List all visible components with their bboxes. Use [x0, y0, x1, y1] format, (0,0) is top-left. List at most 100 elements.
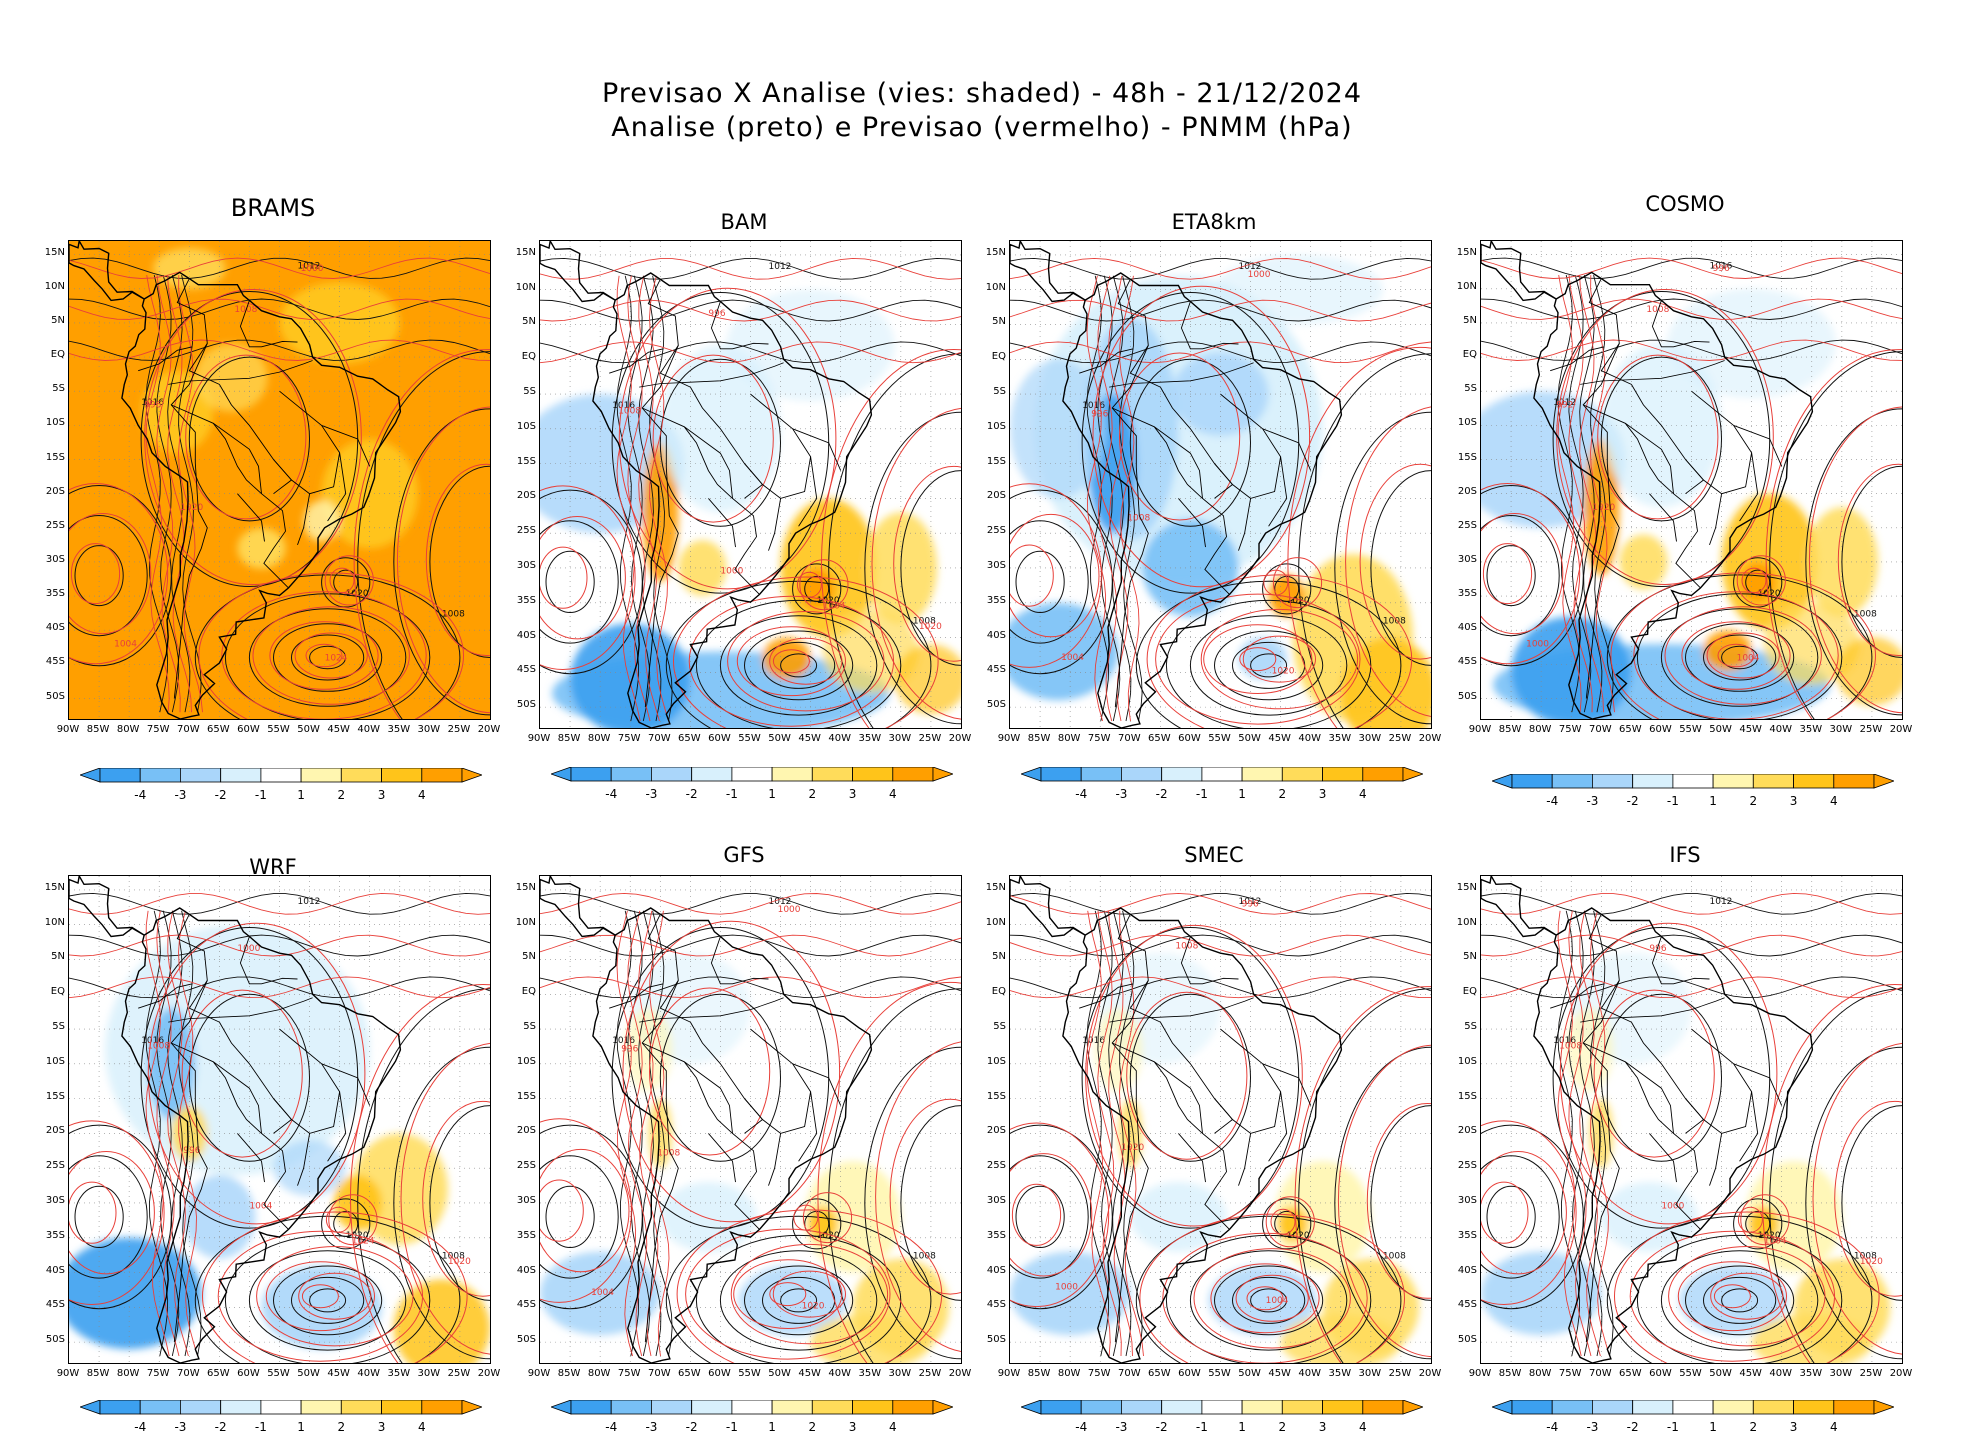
colorbar-label: 1	[1709, 1420, 1717, 1434]
isobar-contour	[1600, 993, 1722, 1162]
isobar-contour	[545, 1185, 595, 1248]
latitude-label: 25S	[1457, 1160, 1477, 1172]
country-border	[798, 1091, 818, 1162]
river	[1109, 997, 1254, 1023]
isobar-contour	[652, 354, 774, 523]
latitude-label: 35S	[516, 594, 536, 606]
country-border	[1238, 1133, 1252, 1186]
longitude-label: 90W	[1468, 1368, 1492, 1379]
coastline	[121, 271, 402, 719]
isobar-contour	[1745, 1210, 1771, 1237]
country-border	[1079, 983, 1134, 1009]
isobar-contour	[1677, 1261, 1787, 1332]
latitude-label: 15S	[516, 1090, 536, 1102]
country-border	[1624, 1061, 1674, 1134]
latitude-label: 5S	[52, 383, 65, 395]
latitude-label: 30S	[516, 1194, 536, 1206]
latitude-label: 15S	[1457, 451, 1477, 463]
longitude-label: 30W	[417, 1368, 441, 1379]
bias-shading	[237, 527, 286, 569]
isobar-label: 996	[1713, 264, 1730, 274]
isobar-contour	[1010, 1153, 1093, 1277]
isobar-contour	[1239, 647, 1277, 672]
isobar-contour	[772, 649, 810, 674]
longitude-label: 65W	[207, 1368, 230, 1379]
isobar-contour	[321, 1198, 371, 1250]
isobar-line	[627, 275, 651, 722]
isobar-label: 1020	[1121, 1143, 1144, 1153]
country-border	[1649, 493, 1677, 542]
latitude-label: 50S	[1457, 690, 1477, 702]
isobar-label: 1008	[1383, 617, 1406, 627]
colorbar-label: -2	[214, 1420, 227, 1434]
isobar-label: 1012	[298, 261, 321, 271]
isobar-contour	[1203, 624, 1313, 695]
country-border	[690, 1021, 812, 1134]
model-panel-cosmo: COSMO	[1450, 192, 1920, 632]
panel-title: ETA8km	[1171, 210, 1257, 234]
country-border	[1238, 498, 1252, 551]
isobar-contour	[1721, 645, 1759, 670]
colorbar-label: 2	[1749, 1420, 1758, 1434]
longitude-label: 25W	[1388, 733, 1412, 744]
isobar-line	[156, 275, 181, 713]
isobar-contour	[875, 1041, 961, 1352]
longitude-label: 35W	[1328, 733, 1352, 744]
isobar-label: 1008	[1383, 1252, 1406, 1262]
latitude-label: 40S	[986, 629, 1006, 641]
country-border	[1178, 498, 1206, 548]
isobar-contour	[1162, 1232, 1368, 1363]
colorbar-segment	[1201, 766, 1243, 782]
isobar-line	[1481, 339, 1902, 361]
colorbar-label: 3	[1318, 1420, 1327, 1434]
longitude-label: 60W	[1178, 1368, 1201, 1379]
latitude-label: 20S	[1457, 1125, 1477, 1137]
latitude-label: 10S	[516, 420, 536, 432]
isobar-line	[1481, 257, 1902, 279]
colorbar-svg	[78, 767, 484, 783]
lat-lon-grid	[540, 876, 961, 1363]
isobar-contour	[719, 1250, 878, 1351]
latitude-label: 50S	[1457, 1334, 1477, 1346]
isobar-contour	[1126, 991, 1248, 1160]
colorbar-segment	[610, 1399, 652, 1415]
isobar-contour	[1668, 1246, 1826, 1347]
bias-colorbar: -4 -3 -2 -1 1 2 3 4	[1490, 1399, 1896, 1444]
isobar-label: 1012	[1553, 398, 1576, 408]
isobar-contour	[1015, 1185, 1065, 1248]
isobar-contour	[1717, 643, 1755, 668]
colorbar-label: -1	[1666, 1420, 1679, 1434]
isobar-label: 1004	[1266, 1296, 1289, 1306]
country-border	[219, 384, 341, 495]
country-border	[321, 424, 371, 467]
latitude-label: 15N	[44, 246, 65, 258]
isobar-contour	[1146, 574, 1413, 728]
isobar-label: 1000	[1526, 640, 1549, 650]
isobar-label: 1004	[249, 1202, 272, 1212]
isobar-contour	[1606, 1215, 1873, 1363]
colorbar-segment	[691, 766, 733, 782]
country-border	[297, 1133, 311, 1186]
colorbar-segment	[771, 1399, 813, 1415]
isobar-contour	[1713, 1284, 1751, 1309]
isobar-line	[156, 910, 180, 1357]
country-border	[683, 426, 733, 499]
colorbar-label: 4	[1358, 787, 1367, 801]
colorbar-segment	[1322, 1399, 1364, 1415]
isobar-contour	[1010, 1155, 1089, 1279]
latitude-label: 35S	[986, 594, 1006, 606]
country-border	[642, 407, 760, 595]
isobar-line	[178, 910, 199, 1357]
isobar-label: 1020	[1860, 1257, 1883, 1267]
country-border	[1631, 384, 1753, 495]
colorbar-segment	[1080, 1399, 1122, 1415]
country-border	[744, 463, 764, 499]
country-border	[744, 1098, 764, 1134]
colorbar-segment	[1241, 766, 1283, 782]
isobar-line	[1481, 976, 1902, 999]
isobar-contour	[889, 1098, 961, 1295]
country-border	[792, 1063, 842, 1106]
isobar-contour	[1011, 1183, 1062, 1246]
isobar-contour	[1664, 606, 1822, 705]
colorbar-segment	[421, 767, 463, 783]
